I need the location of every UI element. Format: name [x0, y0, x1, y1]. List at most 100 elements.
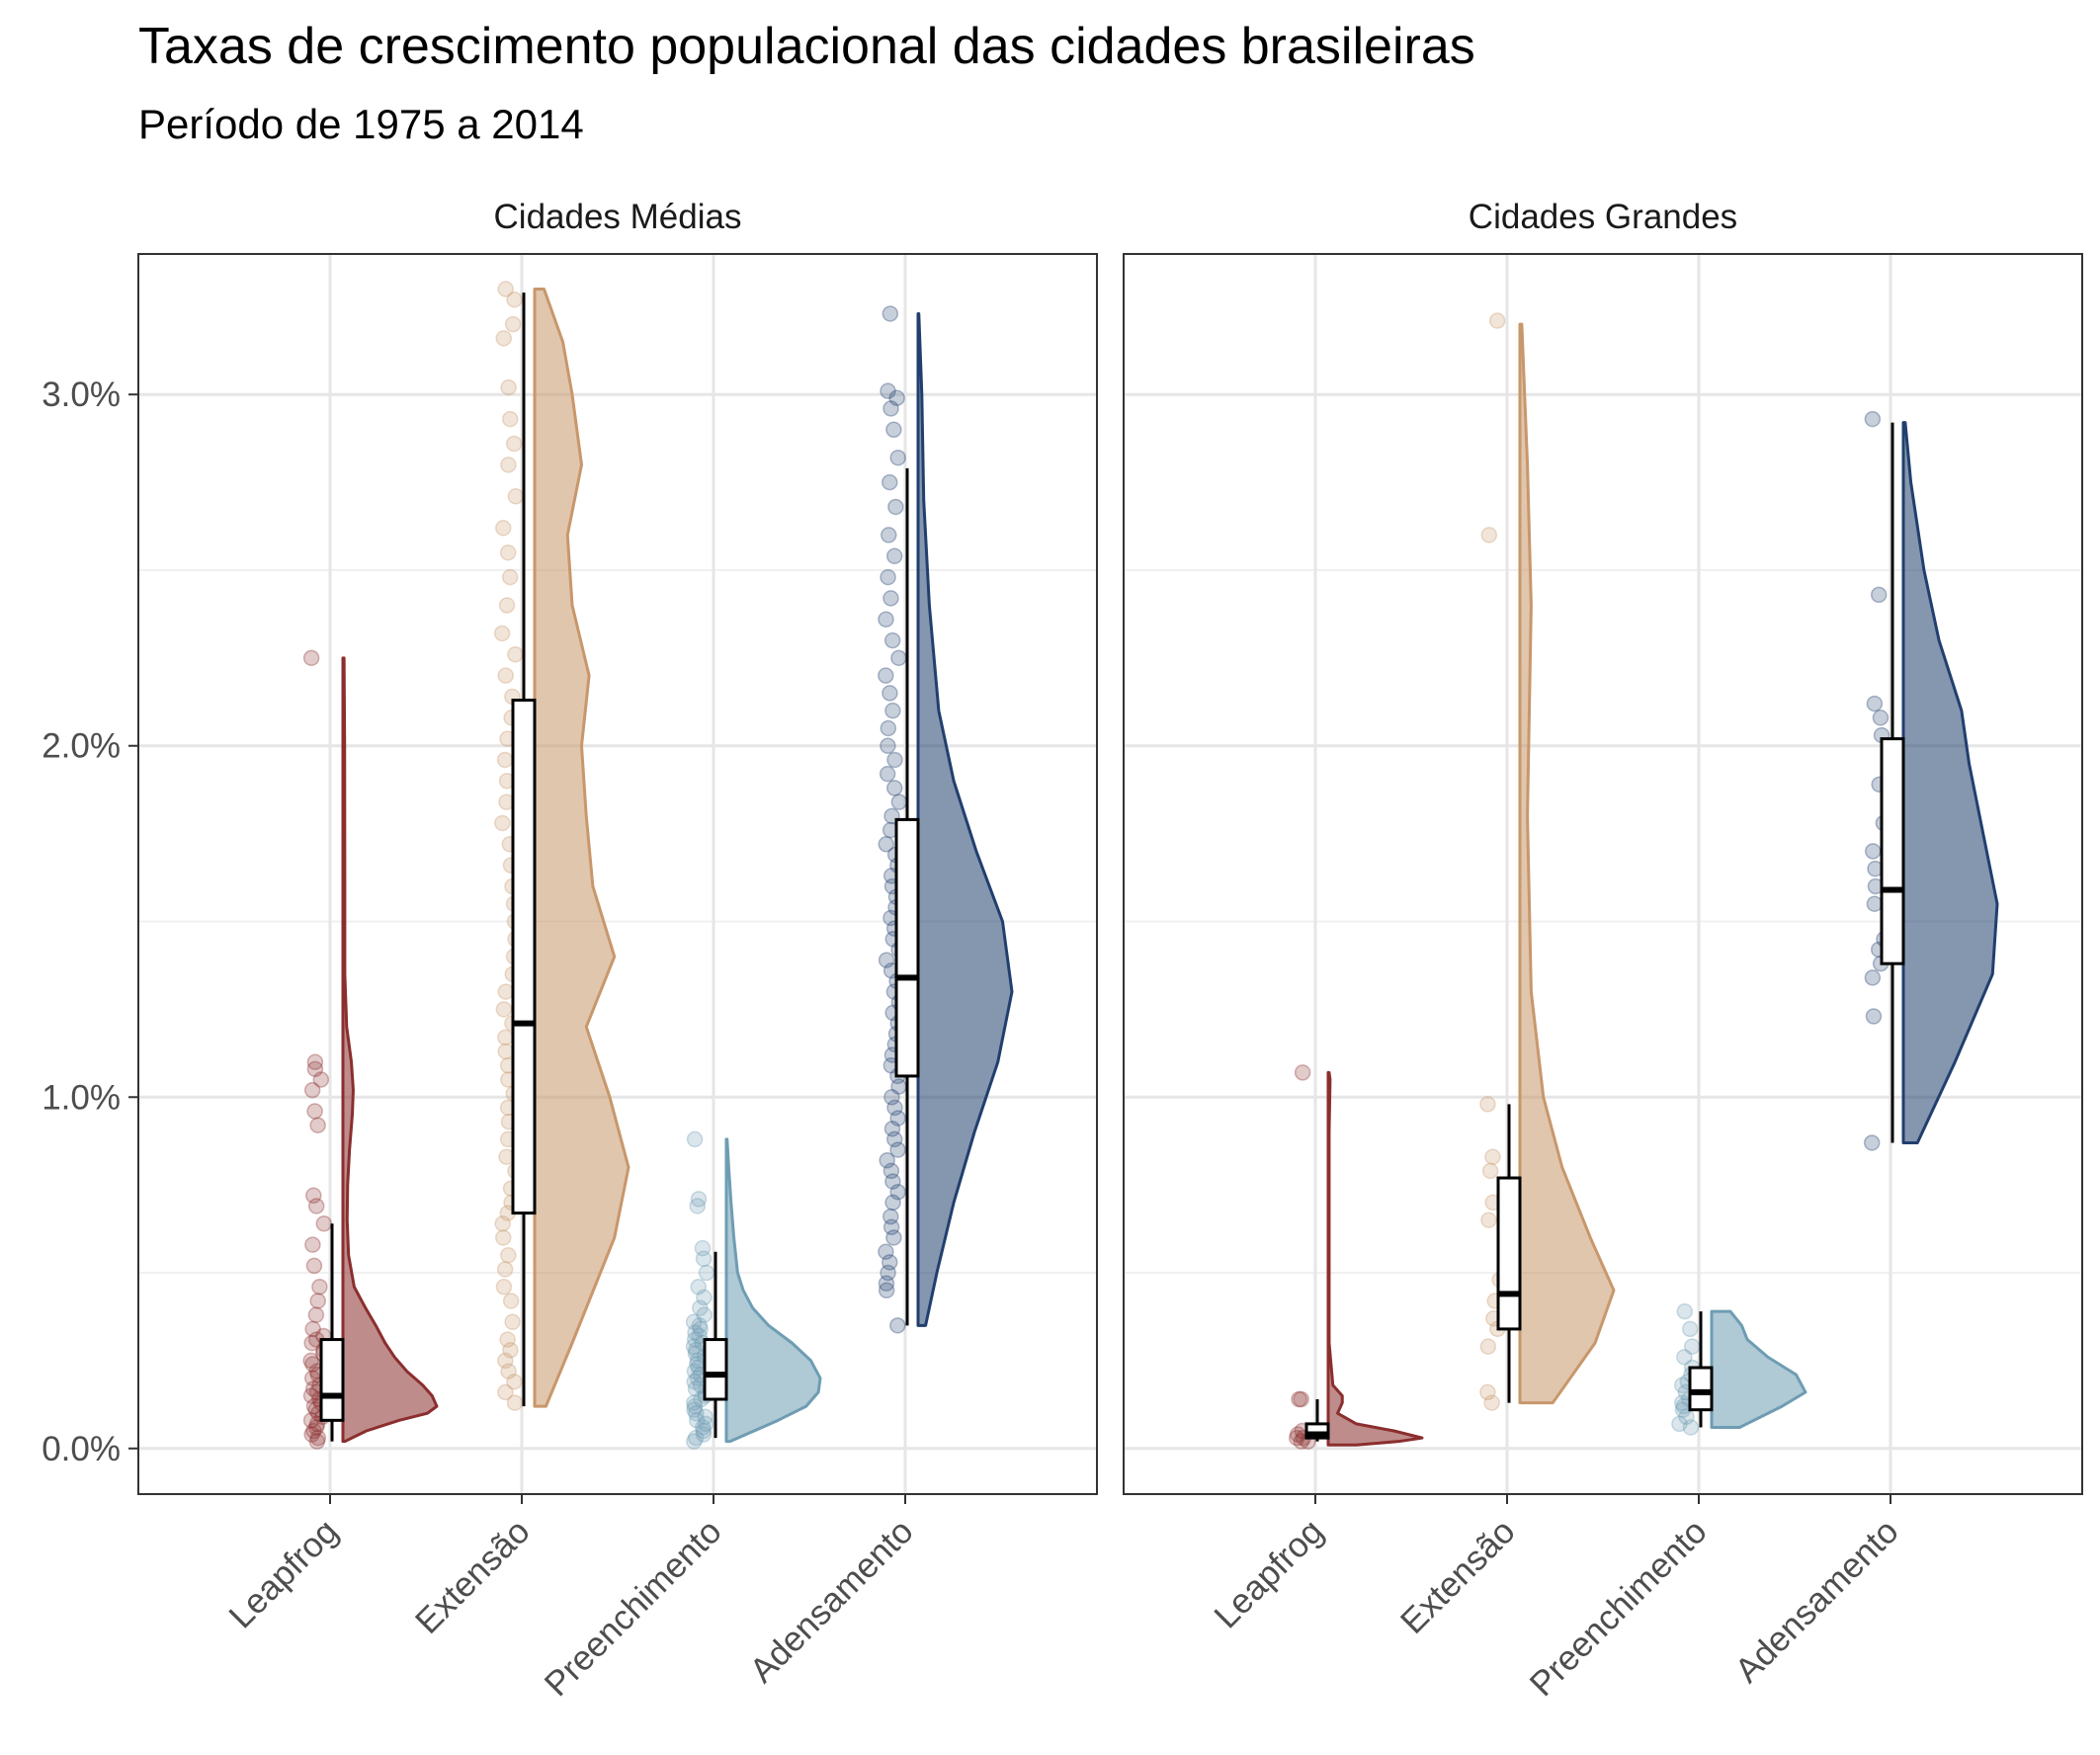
data-point — [497, 983, 515, 1000]
data-point — [685, 1313, 703, 1331]
data-point — [1479, 1338, 1497, 1355]
data-point — [690, 1191, 708, 1208]
data-point — [305, 1257, 323, 1275]
data-point — [500, 378, 517, 396]
data-point — [882, 1218, 900, 1236]
panel-cidades-medias: Cidades Médias Leapfrog Extensão Preenchime… — [42, 198, 1098, 1704]
data-point — [1293, 1390, 1309, 1408]
panel-border — [137, 253, 1098, 1495]
data-point — [695, 1250, 713, 1268]
data-point — [687, 1345, 705, 1363]
data-point — [882, 1208, 899, 1225]
data-point — [302, 649, 320, 667]
data-point — [686, 1397, 704, 1415]
density-half-violin — [724, 1137, 822, 1444]
data-point — [886, 1130, 903, 1148]
data-point — [882, 590, 899, 607]
data-point — [304, 1236, 321, 1253]
data-point — [497, 281, 514, 297]
data-point — [697, 1415, 714, 1433]
data-point — [889, 1110, 906, 1127]
y-tick-label: 3.0% — [42, 376, 121, 414]
x-tick-label: Leapfrog — [1207, 1512, 1330, 1635]
data-point — [685, 1338, 703, 1355]
data-point — [696, 1289, 713, 1306]
group-cidades-medias-extensao — [493, 281, 630, 1411]
data-point — [878, 1243, 894, 1260]
data-point — [307, 1198, 325, 1214]
data-point — [504, 1313, 521, 1331]
data-point — [885, 421, 902, 439]
data-point — [497, 667, 514, 684]
data-point — [686, 1373, 703, 1390]
data-point — [500, 1246, 517, 1264]
data-point — [507, 646, 524, 663]
group-cidades-medias-leapfrog — [302, 649, 439, 1450]
data-point — [692, 1299, 709, 1316]
data-point — [1480, 527, 1498, 543]
panel-strip-label: Cidades Médias — [494, 198, 742, 236]
data-point — [303, 1081, 321, 1099]
data-point — [302, 1412, 320, 1429]
data-point — [1480, 1212, 1497, 1228]
data-point — [695, 1422, 713, 1440]
data-point — [884, 1173, 901, 1190]
data-point — [887, 498, 904, 516]
data-point — [307, 1306, 325, 1323]
data-point — [879, 765, 896, 783]
data-point — [305, 1422, 322, 1440]
data-point — [695, 1426, 713, 1443]
data-point — [1483, 1394, 1500, 1411]
data-point — [878, 667, 894, 684]
data-point — [497, 1352, 514, 1370]
data-point — [889, 1141, 906, 1158]
data-point — [884, 1194, 901, 1212]
data-point — [688, 1404, 705, 1422]
data-point — [306, 1053, 324, 1070]
data-point — [1678, 1408, 1695, 1426]
data-point — [303, 1334, 320, 1352]
data-point — [878, 611, 894, 627]
data-point — [878, 1282, 895, 1299]
data-point — [883, 631, 901, 649]
data-point — [886, 1099, 903, 1117]
data-point — [880, 1264, 896, 1282]
data-point — [882, 305, 899, 322]
data-point — [690, 1278, 707, 1295]
group-cidades-grandes-preenchimento — [1671, 1302, 1807, 1436]
data-point — [307, 1419, 325, 1436]
data-point — [878, 836, 894, 853]
data-point — [878, 1275, 895, 1292]
data-point — [493, 625, 511, 642]
group-cidades-grandes-leapfrog — [1288, 1064, 1424, 1450]
data-point — [506, 1373, 523, 1390]
data-point — [495, 1001, 513, 1018]
data-point — [498, 597, 516, 614]
data-point — [890, 794, 908, 810]
data-point — [496, 1261, 514, 1278]
data-point — [885, 780, 903, 796]
data-point — [495, 1278, 513, 1295]
data-point — [505, 435, 523, 453]
box-iqr — [319, 1338, 345, 1422]
data-point — [686, 1433, 703, 1450]
y-tick-label: 1.0% — [42, 1078, 121, 1117]
box-iqr — [511, 699, 537, 1215]
data-point — [686, 1331, 704, 1348]
data-point — [1479, 1383, 1496, 1401]
y-tick-label: 0.0% — [42, 1430, 121, 1468]
data-point — [878, 952, 895, 968]
data-point — [302, 1387, 320, 1404]
data-point — [885, 1229, 902, 1246]
x-tick-label: Adensamento — [1727, 1512, 1905, 1690]
data-point — [1864, 969, 1882, 986]
data-point — [499, 1331, 516, 1348]
data-point — [687, 1324, 704, 1341]
data-point — [1872, 710, 1890, 726]
data-point — [1484, 1148, 1501, 1165]
data-point — [692, 1320, 709, 1338]
data-point — [312, 1071, 330, 1088]
data-point — [507, 488, 525, 505]
panel-border — [1123, 253, 2083, 1495]
data-point — [697, 1408, 714, 1426]
